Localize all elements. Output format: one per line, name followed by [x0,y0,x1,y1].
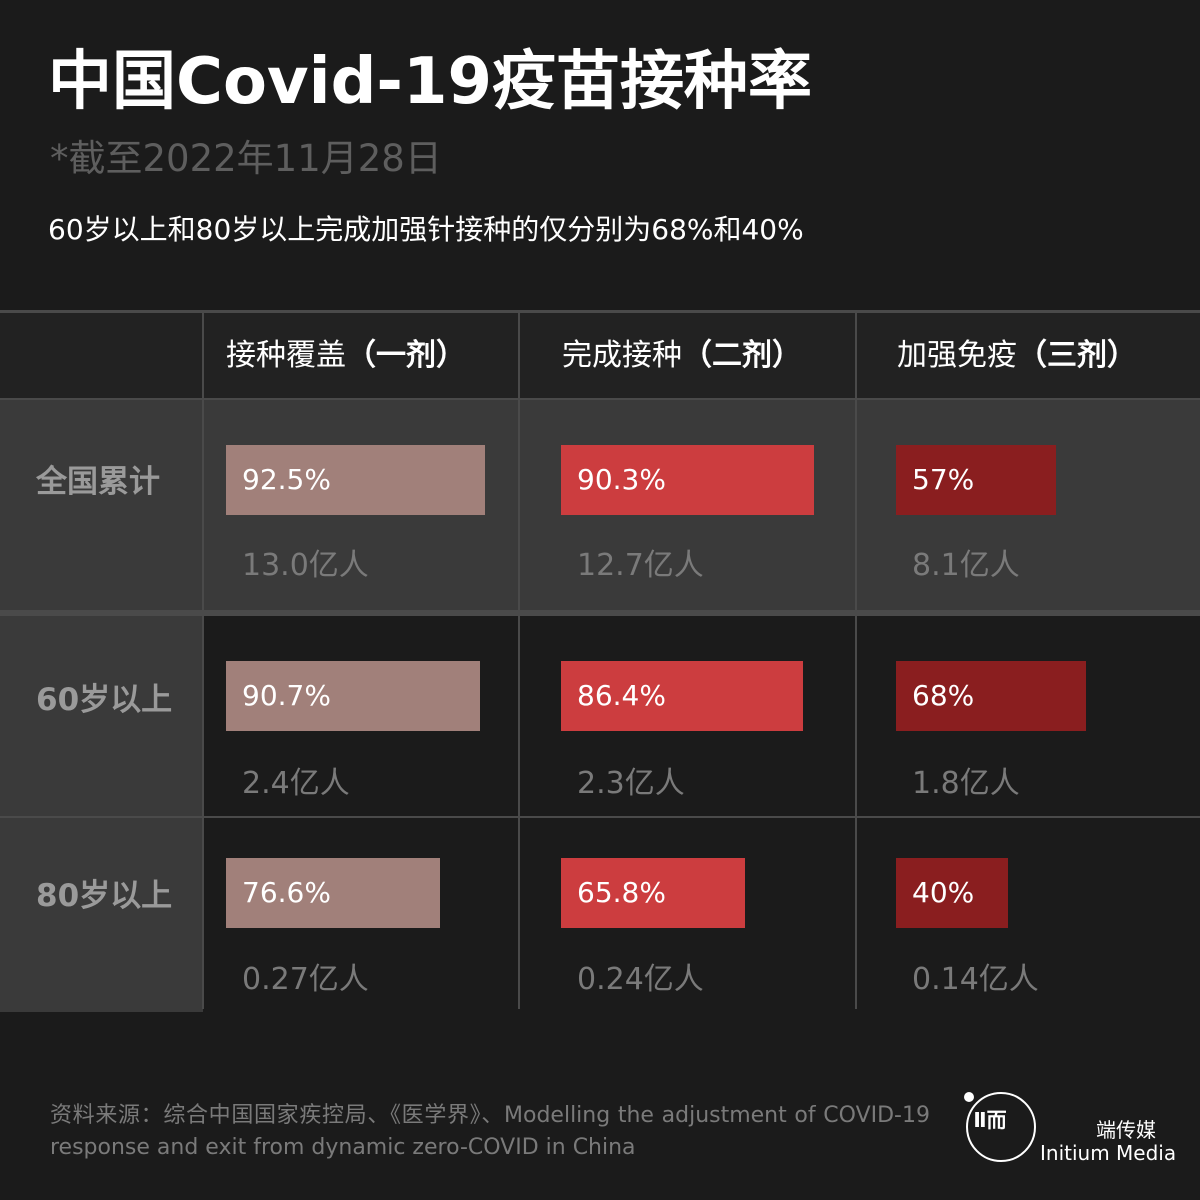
population-count: 8.1亿人 [912,548,1020,583]
table-header-row: 接种覆盖（一剂） 完成接种（二剂） 加强免疫（三剂） [0,313,1200,400]
row-label: 全国累计 [36,464,160,500]
bar-加强免疫 [896,445,1056,515]
row-label: 80岁以上 [36,878,173,914]
population-count: 12.7亿人 [577,548,704,583]
bar-value-label: 92.5% [242,463,331,496]
row-label-cell [0,616,203,816]
logo-dot [964,1092,974,1102]
page-title: 中国Covid-19疫苗接种率 [48,45,813,119]
bar-value-label: 76.6% [242,876,331,909]
table-row: 全国累计 92.5% 13.0亿人 90.3% 12.7亿人 57% 8.1亿人 [0,400,1200,610]
bar-完成接种 [561,445,814,515]
population-count: 13.0亿人 [242,548,369,583]
column-header-dose1: 接种覆盖（一剂） [226,313,466,398]
row-label-cell [0,400,203,610]
bar-value-label: 86.4% [577,679,666,712]
bar-接种覆盖 [226,445,485,515]
bar-value-label: 68% [912,679,975,712]
source-note: 资料来源：综合中国国家疾控局、《医学界》、Modelling the adjus… [50,1103,930,1160]
bar-加强免疫 [896,858,1008,928]
population-count: 1.8亿人 [912,766,1020,801]
column-header-label: 完成接种 [562,338,682,373]
column-header-dose: （二剂） [682,338,802,373]
column-header-dose3: 加强免疫（三剂） [897,313,1137,398]
bar-完成接种 [561,858,746,928]
bar-value-label: 90.3% [577,463,666,496]
chart-caption: 60岁以上和80岁以上完成加强针接种的仅分别为68%和40% [48,213,804,246]
column-divider [518,313,520,1009]
bar-加强免疫 [896,661,1087,731]
table-row: 60岁以上 90.7% 2.4亿人 86.4% 2.3亿人 68% 1.8亿人 [0,610,1200,816]
bar-接种覆盖 [226,858,441,928]
population-count: 2.4亿人 [242,766,350,801]
column-header-dose: （一剂） [346,338,466,373]
bar-完成接种 [561,661,803,731]
row-label: 60岁以上 [36,682,173,718]
column-header-label: 加强免疫 [897,338,1017,373]
logo-mark: Ⅱ而 [973,1108,1007,1132]
column-divider [855,313,857,1009]
brand-name-en: Initium Media [1040,1141,1177,1165]
bar-value-label: 57% [912,463,975,496]
initium-logo [966,1092,1036,1162]
date-subtitle: *截至2022年11月28日 [50,137,442,180]
column-header-label: 接种覆盖 [226,338,346,373]
column-header-dose: （三剂） [1017,338,1137,373]
column-header-dose2: 完成接种（二剂） [562,313,802,398]
population-count: 0.27亿人 [242,962,369,997]
population-count: 2.3亿人 [577,766,685,801]
vaccination-table: 接种覆盖（一剂） 完成接种（二剂） 加强免疫（三剂） 全国累计 92.5% 13.0… [0,310,1200,1012]
bar-接种覆盖 [226,661,480,731]
bar-value-label: 90.7% [242,679,331,712]
brand-name-cn: 端传媒 [1096,1118,1156,1142]
row-label-cell [0,818,203,1012]
column-divider [202,313,204,1009]
bar-value-label: 65.8% [577,876,666,909]
population-count: 0.24亿人 [577,962,704,997]
bar-value-label: 40% [912,876,975,909]
table-row: 80岁以上 76.6% 0.27亿人 65.8% 0.24亿人 40% 0.14亿人 [0,816,1200,1012]
population-count: 0.14亿人 [912,962,1039,997]
